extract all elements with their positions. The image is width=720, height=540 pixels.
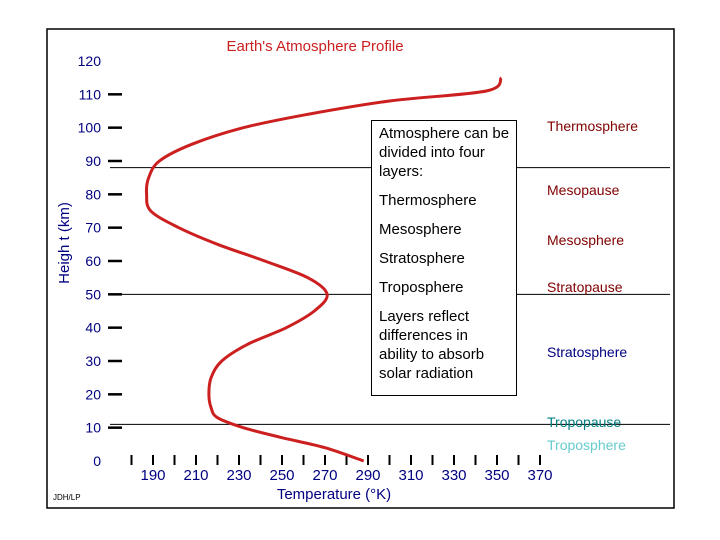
layer-label-stratosphere: Stratosphere xyxy=(547,344,627,360)
y-tick-label: 120 xyxy=(78,53,102,69)
callout-note: Layers reflect differences in ability to… xyxy=(379,308,485,382)
credit-label: JDH/LP xyxy=(53,493,81,502)
layer-label-thermosphere: Thermosphere xyxy=(547,118,638,134)
layer-label-stratopause: Stratopause xyxy=(547,279,623,295)
x-tick-label: 350 xyxy=(484,467,509,484)
x-tick-label: 310 xyxy=(398,467,423,484)
callout-layer-stratosphere: Stratosphere xyxy=(379,250,465,267)
layer-labels: Thermosphere Mesopause Mesosphere Stratopau… xyxy=(547,118,638,453)
x-tick-label: 190 xyxy=(140,467,165,484)
y-tick-label: 70 xyxy=(85,220,101,236)
x-axis-label: Temperature (°K) xyxy=(277,486,391,503)
x-tick-label: 230 xyxy=(226,467,251,484)
y-tick-label: 60 xyxy=(85,253,101,269)
temperature-profile-line xyxy=(144,76,503,463)
callout-box: Atmosphere can be divided into four laye… xyxy=(371,120,517,396)
x-tick-label: 270 xyxy=(312,467,337,484)
layer-label-troposphere: Troposphere xyxy=(547,437,626,453)
y-tick-label: 0 xyxy=(93,453,101,469)
y-tick-label: 80 xyxy=(85,186,101,202)
chart-title: Earth's Atmosphere Profile xyxy=(226,38,403,55)
callout-layer-mesosphere: Mesosphere xyxy=(379,221,462,238)
y-tick-label: 50 xyxy=(85,286,101,302)
x-tick-label: 370 xyxy=(527,467,552,484)
y-tick-label: 100 xyxy=(78,120,102,136)
layer-label-mesosphere: Mesosphere xyxy=(547,232,624,248)
callout-layer-thermosphere: Thermosphere xyxy=(379,192,477,209)
callout-layer-troposphere: Troposphere xyxy=(379,279,464,296)
x-tick-label: 330 xyxy=(441,467,466,484)
y-tick-label: 10 xyxy=(85,420,101,436)
y-tick-label: 30 xyxy=(85,353,101,369)
x-tick-label: 250 xyxy=(269,467,294,484)
x-axis: 190 210 230 250 270 290 310 330 350 370 xyxy=(130,455,553,484)
y-tick-label: 90 xyxy=(85,153,101,169)
layer-label-mesopause: Mesopause xyxy=(547,182,620,198)
y-tick-label: 20 xyxy=(85,386,101,402)
y-tick-label: 110 xyxy=(79,86,102,102)
x-tick-label: 210 xyxy=(183,467,208,484)
y-tick-label: 40 xyxy=(85,320,101,336)
y-axis-label: Heigh t (km) xyxy=(56,202,73,284)
y-axis: 0 10 20 30 40 50 60 70 80 90 100 110 120 xyxy=(78,53,122,469)
figure-frame xyxy=(46,28,675,509)
x-tick-label: 290 xyxy=(355,467,380,484)
layer-label-tropopause: Tropopause xyxy=(547,414,621,430)
callout-intro: Atmosphere can be divided into four laye… xyxy=(379,125,510,180)
